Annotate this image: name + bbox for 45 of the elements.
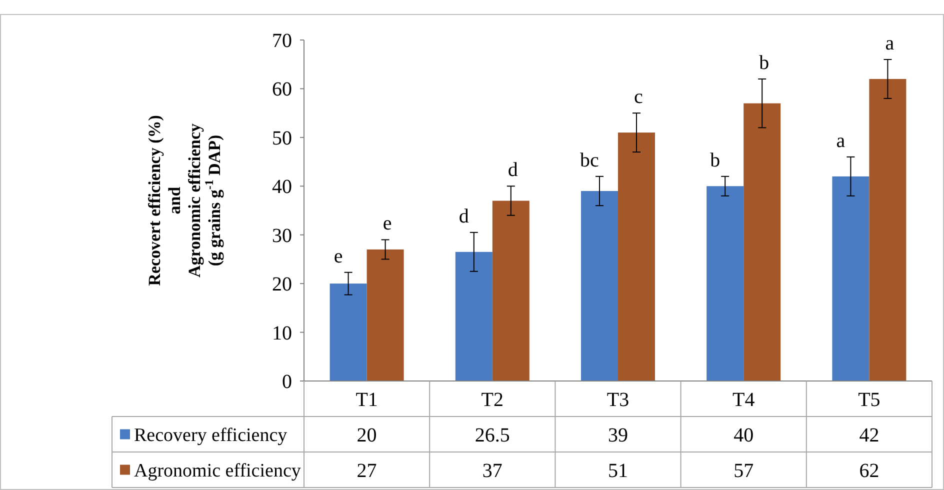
legend-label: Agronomic efficiency: [134, 460, 302, 482]
data-label: 42: [859, 424, 880, 446]
x-tick-label: T2: [481, 388, 504, 411]
annotation: d: [508, 159, 518, 182]
data-label: 57: [734, 460, 754, 482]
data-label: 51: [608, 460, 628, 482]
annotation: b: [710, 149, 720, 172]
bar: [366, 249, 404, 381]
bar: [492, 200, 530, 381]
bar: [832, 176, 870, 381]
data-label: 37: [482, 460, 502, 482]
data-label: 39: [608, 424, 628, 446]
x-tick-label: T3: [606, 388, 630, 411]
x-tick-label: T5: [858, 388, 880, 411]
y-tick-label: 10: [272, 322, 292, 344]
y-tick-label: 60: [272, 78, 292, 101]
annotation: d: [458, 205, 469, 228]
annotation: a: [885, 32, 894, 54]
annotation: e: [382, 212, 392, 235]
bar: [618, 132, 655, 381]
bar: [706, 186, 744, 381]
y-tick-label: 30: [272, 224, 292, 247]
annotation: c: [634, 86, 644, 108]
y-tick-label: 20: [272, 274, 292, 296]
annotation: e: [334, 245, 343, 268]
bar: [581, 191, 618, 381]
data-label: 27: [356, 460, 377, 482]
data-label: 40: [734, 424, 754, 446]
x-tick-label: T4: [732, 388, 755, 411]
bar: [869, 78, 906, 381]
y-tick-label: 70: [272, 30, 292, 52]
bar: [455, 252, 492, 381]
y-tick-label: 50: [272, 127, 292, 150]
annotation: b: [759, 52, 770, 74]
data-label: 26.5: [474, 424, 510, 446]
bar: [744, 103, 781, 381]
data-label: 20: [356, 424, 377, 446]
y-tick-label: 40: [272, 176, 292, 198]
annotation: a: [836, 130, 846, 152]
x-tick-label: T1: [356, 388, 378, 411]
legend-label: Recovery efficiency: [134, 424, 288, 446]
annotation: bc: [580, 149, 600, 172]
y-tick-label: 0: [282, 371, 292, 393]
bar: [330, 284, 367, 381]
data-label: 62: [859, 460, 880, 482]
